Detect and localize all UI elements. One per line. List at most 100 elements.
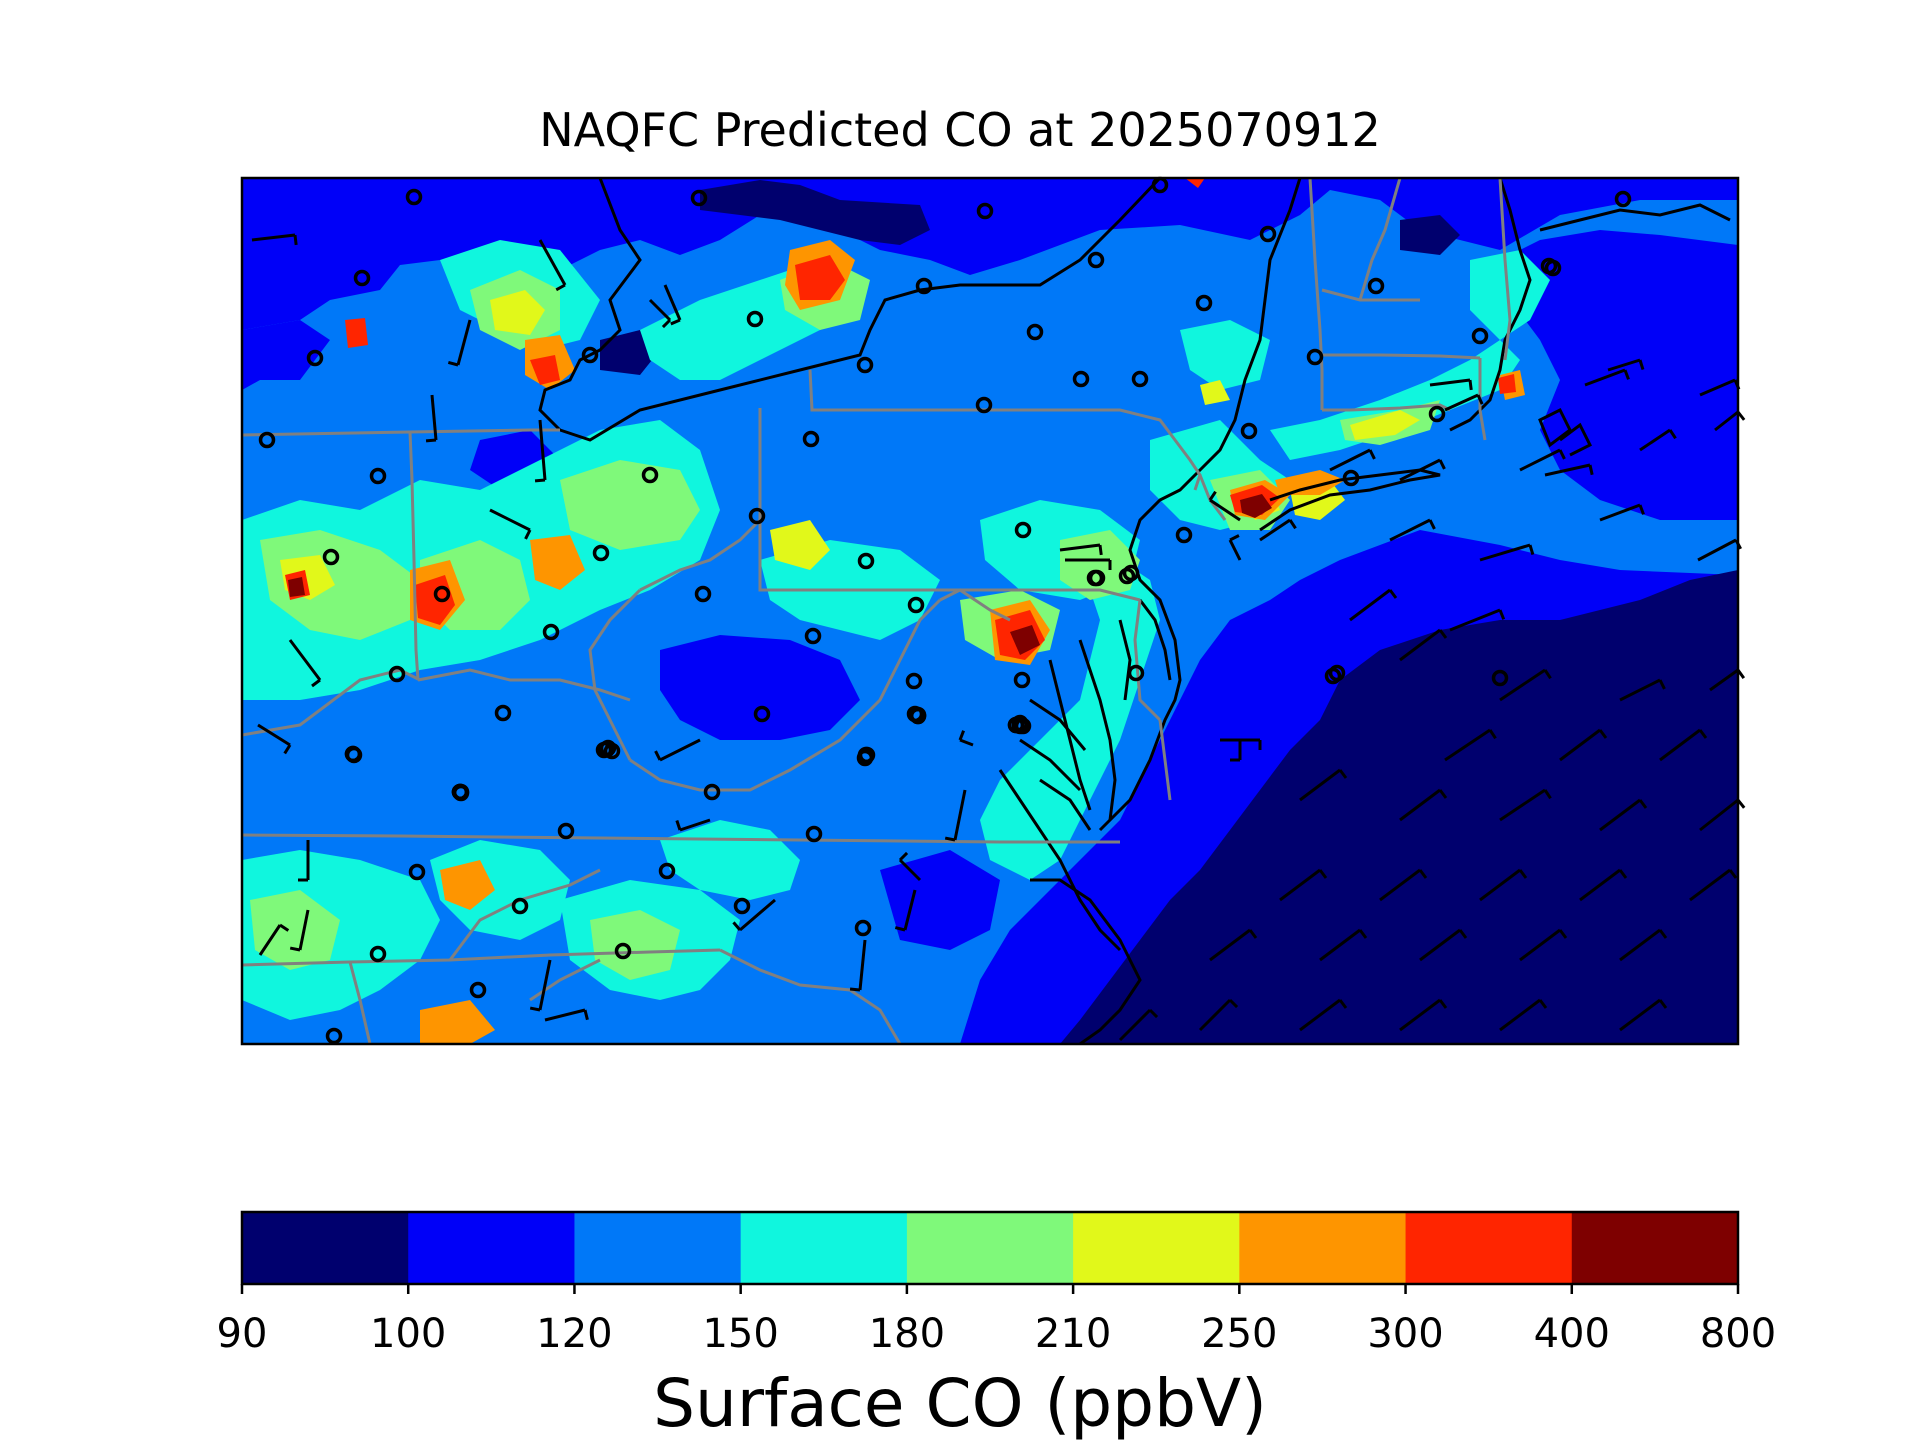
wind-barb-flag: [1543, 669, 1552, 680]
monitoring-site-marker: [1007, 716, 1025, 734]
colorbar-swatch: [906, 1212, 1074, 1284]
wind-barb: [298, 909, 310, 951]
colorbar-label: Surface CO (ppbV): [653, 1365, 1267, 1442]
wind-barb: [1379, 868, 1421, 902]
wind-barb: [1209, 498, 1241, 522]
monitoring-site-marker: [614, 942, 632, 960]
wind-barb-flag: [1558, 449, 1566, 460]
wind-barb: [538, 239, 567, 286]
monitoring-site-marker: [976, 202, 994, 220]
wind-barb-flag: [1438, 629, 1448, 639]
wind-barb-flag: [1638, 359, 1645, 370]
wind-barb-flag: [1098, 544, 1103, 556]
wind-barb: [1419, 928, 1461, 962]
wind-barb-flag: [849, 987, 861, 992]
wind-barb: [1499, 788, 1546, 822]
wind-barb-flag: [1638, 799, 1648, 809]
wind-barb: [1479, 543, 1531, 562]
monitoring-site-marker: [1086, 569, 1104, 587]
wind-barb-flag: [1668, 429, 1677, 440]
monitoring-site-marker: [857, 746, 875, 764]
colorbar-tick-label: 300: [1367, 1311, 1444, 1357]
co-very-low-ocean: [600, 180, 1738, 1044]
wind-barb: [1059, 543, 1101, 552]
wind-barb: [739, 898, 776, 932]
wind-barb: [1709, 668, 1739, 692]
colorbar-tick-label: 90: [216, 1311, 268, 1357]
wind-barb-flag: [283, 744, 292, 755]
wind-barb: [1299, 998, 1341, 1032]
monitoring-site-marker: [703, 783, 721, 801]
monitoring-site-marker: [1540, 257, 1558, 275]
monitoring-site-marker: [325, 1027, 343, 1045]
wind-barb-flag: [1208, 490, 1217, 501]
monitoring-site-marker: [658, 862, 676, 880]
monitoring-site-marker: [433, 585, 451, 603]
wind-barb-flag: [1598, 729, 1608, 739]
co-concentration-field: [242, 178, 1738, 1044]
wind-barb: [258, 924, 282, 956]
wind-barb-flag: [894, 926, 906, 932]
monitoring-site-marker: [857, 552, 875, 570]
wind-barb: [1319, 928, 1361, 962]
wind-barb: [1519, 928, 1561, 962]
wind-barb-flag: [1358, 929, 1368, 939]
monitoring-site-marker: [494, 704, 512, 722]
wind-barb: [1599, 503, 1641, 522]
monitoring-site-marker: [344, 745, 362, 763]
wind-barb-flag: [555, 283, 566, 292]
monitoring-site-marker: [405, 188, 423, 206]
wind-barb-flag: [279, 923, 290, 932]
wind-barb-flag: [1438, 459, 1446, 470]
wind-barb-flag: [1338, 769, 1348, 779]
wind-barb-flag: [1368, 449, 1376, 460]
monitoring-site-marker: [1471, 327, 1489, 345]
wind-barb-flag: [1476, 394, 1484, 405]
colorbar-frame: [240, 1210, 1740, 1286]
colorbar-swatch: [242, 1212, 409, 1284]
wind-barb-flag: [654, 750, 662, 761]
wind-barb-flag: [958, 730, 965, 741]
colorbar-swatch: [1571, 1212, 1739, 1284]
monitoring-site-marker: [557, 822, 575, 840]
wind-barb: [659, 738, 701, 762]
wind-barb-flag: [1228, 998, 1239, 1009]
wind-barb-flag: [1248, 929, 1258, 939]
wind-barb: [1499, 668, 1546, 702]
wind-barb-flag: [1658, 999, 1668, 1009]
wind-barb-flag: [1498, 609, 1506, 620]
wind-barb-flag: [1488, 729, 1497, 740]
monitoring-site-marker: [388, 665, 406, 683]
colorbar-swatch: [1239, 1212, 1407, 1284]
wind-barb: [1559, 728, 1601, 762]
wind-barb-flag: [1388, 589, 1398, 599]
wind-barb: [1619, 928, 1661, 962]
wind-barb: [1444, 393, 1479, 412]
monitoring-site-marker: [1131, 370, 1149, 388]
monitoring-site-marker: [469, 981, 487, 999]
wind-barb-flag: [583, 1009, 589, 1021]
wind-barb-flag: [1618, 869, 1628, 879]
monitoring-site-marker: [322, 548, 340, 566]
map-frame: [240, 176, 1740, 1046]
monitoring-site-marker: [1428, 405, 1446, 423]
monitoring-site-marker: [805, 825, 823, 843]
wind-barb-flag: [529, 1006, 541, 1012]
wind-barb-flag: [1588, 464, 1594, 476]
monitoring-site-marker: [1014, 717, 1032, 735]
monitoring-site-marker: [856, 356, 874, 374]
wind-barb-flag: [661, 318, 672, 329]
monitoring-site-marker: [1614, 190, 1632, 208]
wind-barb: [1599, 798, 1641, 832]
monitoring-site-marker: [1026, 323, 1044, 341]
colorbar-tick-label: 120: [536, 1311, 613, 1357]
colorbar-tick-label: 800: [1699, 1311, 1777, 1357]
wind-barb: [1619, 678, 1661, 702]
wind-barb: [1209, 928, 1251, 962]
wind-barb-flag: [1658, 929, 1668, 939]
wind-barb: [1699, 798, 1739, 832]
monitoring-site-marker: [1175, 526, 1193, 544]
wind-barb: [1639, 428, 1671, 452]
colorbar-swatch: [574, 1212, 742, 1284]
